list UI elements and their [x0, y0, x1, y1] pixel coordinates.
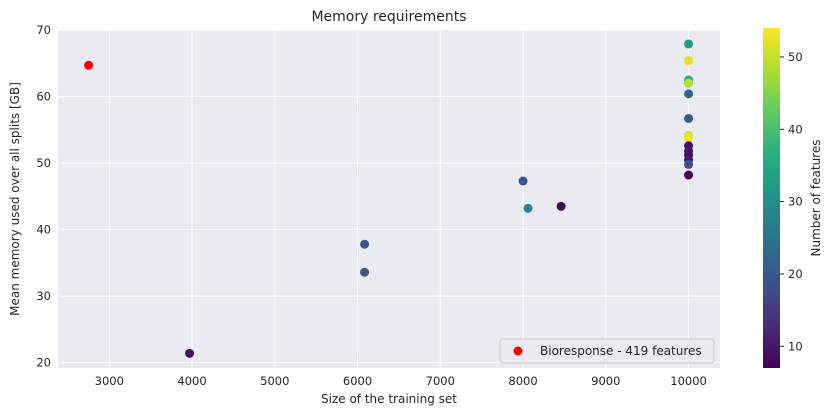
data-point	[523, 203, 533, 213]
data-point	[684, 78, 694, 88]
legend-marker	[513, 346, 523, 356]
x-tick-label: 10000	[670, 374, 707, 388]
colorbar-tick-label: 50	[788, 50, 803, 64]
chart-title: Memory requirements	[311, 9, 466, 25]
data-point	[684, 113, 694, 123]
colorbar-tick-label: 30	[788, 195, 803, 209]
legend: Bioresponse - 419 features	[499, 338, 715, 364]
colorbar-tick-label: 20	[788, 267, 803, 281]
y-axis-label: Mean memory used over all splits [GB]	[8, 82, 22, 316]
y-tick-label: 40	[36, 223, 51, 237]
y-tick-label: 50	[36, 156, 51, 170]
colorbar	[763, 28, 780, 368]
data-point	[684, 56, 694, 66]
x-tick-label: 3000	[95, 374, 124, 388]
bioresponse-point	[84, 60, 94, 70]
x-tick-labels: 3000 4000 5000 6000 7000 8000 9000 10000	[95, 374, 707, 388]
x-tick-label: 6000	[343, 374, 372, 388]
colorbar-tick-label: 10	[788, 339, 803, 353]
colorbar-label: Number of features	[809, 140, 823, 257]
colorbar-tick-labels: 10 20 30 40 50	[780, 50, 803, 353]
legend-label: Bioresponse - 419 features	[540, 344, 702, 358]
data-point	[360, 267, 370, 277]
x-tick-label: 7000	[426, 374, 455, 388]
data-point	[185, 348, 195, 358]
x-tick-label: 5000	[260, 374, 289, 388]
data-point	[684, 133, 694, 143]
data-point	[684, 89, 694, 99]
data-point	[360, 239, 370, 249]
data-point	[556, 201, 566, 211]
x-tick-label: 9000	[591, 374, 620, 388]
y-tick-label: 30	[36, 289, 51, 303]
data-point	[518, 176, 528, 186]
gridlines	[58, 29, 720, 368]
data-point	[684, 170, 694, 180]
x-tick-label: 4000	[177, 374, 206, 388]
x-axis-label: Size of the training set	[321, 392, 457, 406]
y-tick-label: 70	[36, 23, 51, 37]
x-tick-label: 8000	[508, 374, 537, 388]
y-tick-label: 20	[36, 356, 51, 370]
legend-box	[499, 338, 715, 364]
plot-background	[58, 30, 720, 368]
y-tick-labels: 20 30 40 50 60 70	[36, 23, 51, 370]
scatter-points	[84, 39, 694, 358]
data-point	[684, 39, 694, 49]
y-tick-label: 60	[36, 90, 51, 104]
colorbar-tick-label: 40	[788, 122, 803, 136]
data-point	[684, 159, 694, 169]
